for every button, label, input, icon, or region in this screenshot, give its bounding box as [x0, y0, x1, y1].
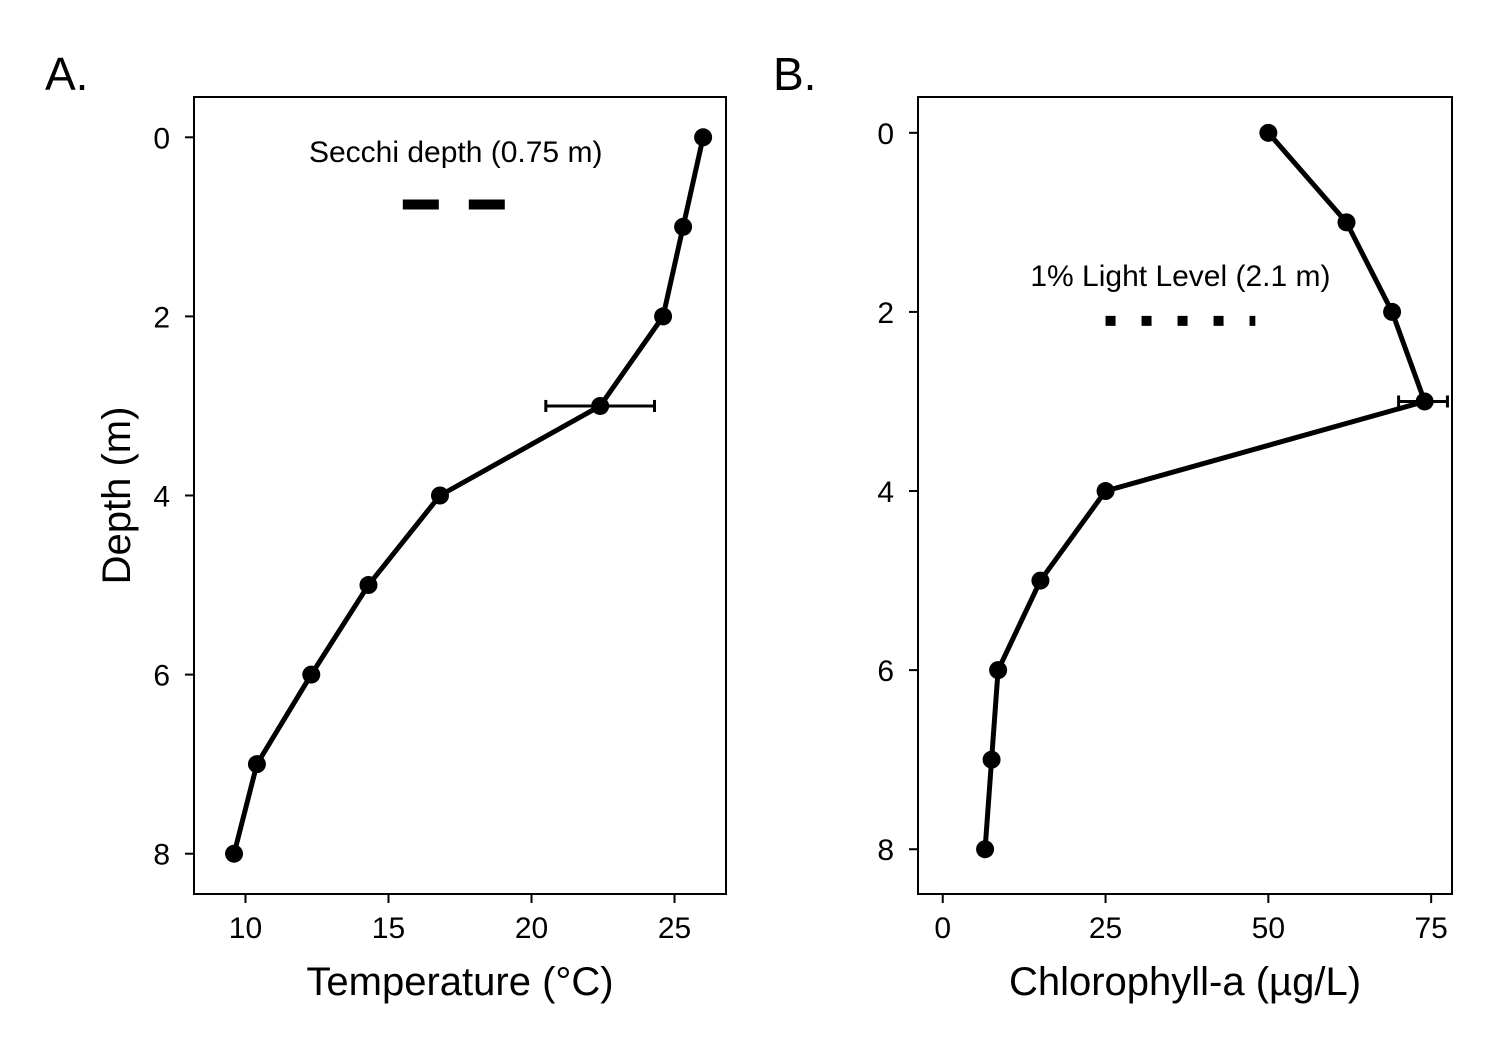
- x-tick-label: 25: [658, 912, 691, 945]
- y-tick-label: 2: [877, 297, 894, 330]
- y-tick-label: 8: [877, 834, 894, 867]
- x-axis-title: Chlorophyll-a (µg/L): [1009, 960, 1361, 1004]
- panel-letter: B.: [773, 48, 816, 100]
- data-point: [1096, 482, 1115, 501]
- data-point: [1031, 571, 1050, 590]
- x-axis-title: Temperature (°C): [306, 960, 613, 1004]
- panel-letter: A.: [45, 48, 88, 100]
- data-point: [1383, 302, 1402, 321]
- data-point: [430, 486, 449, 505]
- chart-panel-b: B. 0 25 50 75 0 2 4 6 8 Chlorophyll-a (µg/L) 1% Lig…: [773, 48, 1453, 1004]
- data-point: [674, 217, 693, 236]
- data-point: [654, 307, 673, 326]
- y-tick-label: 0: [153, 122, 170, 155]
- data-point: [302, 665, 321, 684]
- data-point: [989, 661, 1008, 680]
- data-point: [591, 396, 610, 415]
- x-tick-label: 75: [1414, 912, 1447, 945]
- y-tick-label: 2: [153, 301, 170, 334]
- annotation-label: 1% Light Level (2.1 m): [1030, 260, 1330, 293]
- chart-panel-a: A. 10 15 20 25 0 2 4 6 8 Temperature (°C) Depth (m)…: [45, 48, 727, 1004]
- data-point: [225, 844, 244, 863]
- y-tick-label: 6: [877, 655, 894, 688]
- data-point: [982, 750, 1001, 769]
- data-point: [359, 576, 378, 595]
- x-tick-label: 0: [934, 912, 951, 945]
- data-point: [976, 840, 995, 859]
- x-tick-label: 20: [515, 912, 548, 945]
- x-tick-label: 10: [229, 912, 262, 945]
- y-tick-label: 0: [877, 118, 894, 151]
- y-tick-label: 6: [153, 660, 170, 693]
- x-tick-label: 15: [372, 912, 405, 945]
- y-tick-label: 4: [877, 476, 894, 509]
- y-tick-label: 4: [153, 481, 170, 514]
- x-tick-label: 25: [1089, 912, 1122, 945]
- plot-frame: [917, 96, 1453, 895]
- data-point: [694, 128, 713, 147]
- data-point: [1259, 123, 1278, 142]
- data-point: [1337, 213, 1356, 232]
- annotation-label: Secchi depth (0.75 m): [309, 136, 602, 169]
- data-point: [1415, 392, 1434, 411]
- y-axis-title: Depth (m): [95, 407, 139, 585]
- x-tick-label: 50: [1252, 912, 1285, 945]
- data-point: [247, 755, 266, 774]
- y-tick-label: 8: [153, 839, 170, 872]
